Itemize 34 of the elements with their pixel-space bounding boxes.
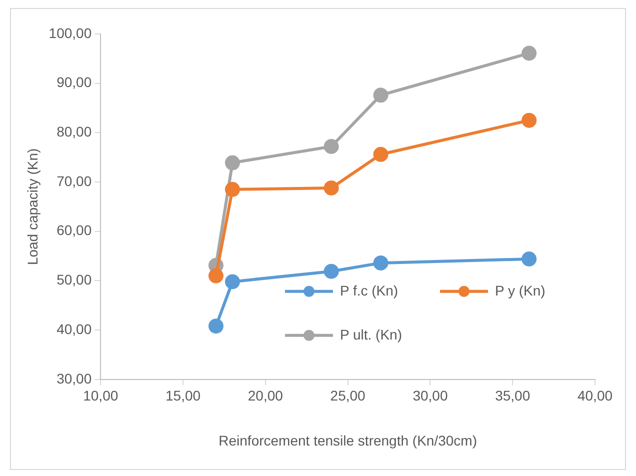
y-tick-label: 80,00 [56, 124, 92, 140]
x-tick-label: 25,00 [330, 388, 366, 404]
point [224, 274, 240, 290]
y-tick-label: 60,00 [56, 222, 92, 238]
point [324, 264, 339, 279]
y-tick-label: 100,00 [48, 24, 92, 41]
legend-label: P ult. (Kn) [340, 326, 402, 342]
point [373, 255, 388, 270]
point [373, 146, 388, 162]
y-tick-label: 30,00 [56, 370, 92, 386]
point [324, 139, 339, 154]
y-tick-label: 90,00 [56, 74, 92, 90]
point [208, 268, 224, 284]
point [522, 46, 537, 61]
x-tick-label: 20,00 [248, 388, 284, 404]
x-axis-title: Reinforcement tensile strength (Kn/30cm) [218, 432, 477, 448]
point [522, 112, 537, 128]
x-tick-label: 30,00 [412, 388, 448, 404]
y-tick-label: 40,00 [56, 320, 92, 337]
y-tick-label: 70,00 [56, 172, 92, 189]
y-tick-label: 50,00 [56, 272, 92, 288]
legend-label: P y (Kn) [495, 282, 546, 298]
point [324, 180, 339, 196]
x-tick-label: 10,00 [83, 388, 118, 404]
y-axis-title: Load capacity (Kn) [24, 148, 40, 266]
x-tick-label: 15,00 [165, 388, 201, 404]
point [208, 318, 224, 334]
point [522, 252, 537, 267]
point [373, 88, 388, 103]
point [224, 182, 240, 197]
point [224, 155, 240, 170]
legend-label: P f.c (Kn) [340, 282, 398, 298]
x-tick-label: 40,00 [577, 388, 613, 404]
x-tick-label: 35,00 [495, 388, 530, 404]
